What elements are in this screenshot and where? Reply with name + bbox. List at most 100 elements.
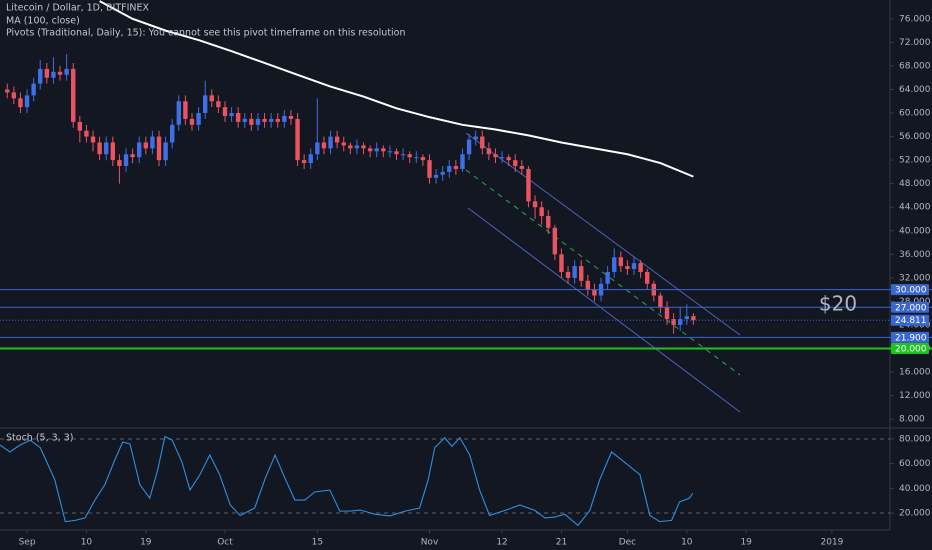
candle-body xyxy=(156,136,162,161)
candle-body xyxy=(605,271,610,284)
candle-body xyxy=(282,115,287,122)
candle-body xyxy=(427,160,432,178)
price-label: 20.000 xyxy=(895,345,927,355)
candle-body xyxy=(513,160,518,167)
candle-body xyxy=(579,266,584,281)
moving-average xyxy=(99,0,694,178)
x-tick-label: 12 xyxy=(496,538,507,548)
candle-body xyxy=(123,154,129,167)
y-tick-label: 52.000 xyxy=(899,156,931,166)
y-tick-label: 68.000 xyxy=(899,61,931,71)
candle-body xyxy=(499,157,505,159)
candle-body xyxy=(255,118,261,125)
stoch-line xyxy=(0,435,694,527)
candle-body xyxy=(130,154,135,158)
candle-body xyxy=(44,68,50,78)
candle-body xyxy=(493,154,498,158)
candle-body xyxy=(104,142,109,155)
price-label: 24.811 xyxy=(895,316,927,326)
y-tick-label: 64.000 xyxy=(899,85,931,95)
candle-body xyxy=(664,307,670,320)
candle-body xyxy=(506,157,511,161)
candle-body xyxy=(453,166,459,169)
x-tick-label: Oct xyxy=(217,538,233,548)
y-tick-label: 72.000 xyxy=(899,38,931,48)
candle-body xyxy=(334,136,340,143)
candle-body xyxy=(57,71,63,75)
candle-body xyxy=(202,95,208,114)
price-label-box xyxy=(891,331,929,343)
candle-body xyxy=(460,154,465,169)
candle-body xyxy=(400,154,406,156)
candle-body xyxy=(5,89,10,93)
candle-body xyxy=(367,148,373,152)
candle-body xyxy=(480,136,485,149)
candle-body xyxy=(638,263,643,272)
candle-body xyxy=(249,118,254,125)
candle-body xyxy=(565,271,571,278)
chart-title: Litecoin / Dollar, 1D, BITFINEX xyxy=(6,3,150,14)
candle-body xyxy=(552,227,558,255)
candle-body xyxy=(618,257,624,267)
candle-body xyxy=(262,118,267,122)
price-label: 30.000 xyxy=(895,286,927,296)
y-tick-label: 36.000 xyxy=(899,250,931,260)
candle-body xyxy=(90,136,96,143)
candle-body xyxy=(38,68,43,84)
y-tick-label: 60.000 xyxy=(899,109,931,119)
candle-body xyxy=(295,118,300,161)
price-label: 21.900 xyxy=(895,333,927,343)
candle-body xyxy=(354,145,360,149)
candle-body xyxy=(691,316,696,321)
y-tick-label: 20.000 xyxy=(899,508,931,518)
candle-body xyxy=(137,142,142,158)
candle-body xyxy=(150,136,155,149)
y-tick-label: 56.000 xyxy=(899,132,931,142)
candle-body xyxy=(275,118,280,122)
y-tick-label: 44.000 xyxy=(899,203,931,213)
candle-body xyxy=(315,142,320,155)
candle-body xyxy=(361,145,366,149)
candle-body xyxy=(473,136,478,140)
x-tick-label: 21 xyxy=(556,538,567,548)
candle-body xyxy=(97,142,102,155)
x-tick-label: 15 xyxy=(312,538,323,548)
y-tick-label: 32.000 xyxy=(899,273,931,283)
x-tick-label: Sep xyxy=(19,538,36,548)
candle-body xyxy=(519,166,525,169)
y-tick-label: 80.000 xyxy=(899,434,931,444)
candle-body xyxy=(592,289,597,296)
candle-body xyxy=(625,266,630,270)
candle-body xyxy=(117,160,122,167)
candle-body xyxy=(308,154,313,164)
candle-body xyxy=(348,145,353,149)
candle-body xyxy=(176,101,181,125)
candle-body xyxy=(420,157,426,161)
stoch-pane xyxy=(0,435,890,527)
channel-lower xyxy=(467,207,741,413)
candle-body xyxy=(645,271,650,284)
candle-body xyxy=(612,257,617,272)
candle-body xyxy=(532,201,538,208)
candle-body xyxy=(143,142,149,149)
channel-drawing xyxy=(465,132,741,413)
candle-body xyxy=(658,295,663,308)
candle-body xyxy=(31,83,36,96)
annotation: $20 xyxy=(819,292,857,316)
candle-body xyxy=(242,118,247,122)
axes: 8.00012.00016.00020.00024.00028.00032.00… xyxy=(0,14,932,548)
x-tick-label: 10 xyxy=(81,538,93,548)
y-tick-label: 40.000 xyxy=(899,226,931,236)
candle-body xyxy=(64,68,69,75)
x-tick-label: 19 xyxy=(740,538,752,548)
candle-body xyxy=(196,113,201,125)
x-tick-label: 10 xyxy=(681,538,693,548)
candle-body xyxy=(374,148,379,152)
candle-body xyxy=(209,95,214,102)
y-tick-label: 76.000 xyxy=(899,14,931,24)
y-tick-label: 60.000 xyxy=(899,459,931,469)
y-tick-label: 40.000 xyxy=(899,484,931,494)
